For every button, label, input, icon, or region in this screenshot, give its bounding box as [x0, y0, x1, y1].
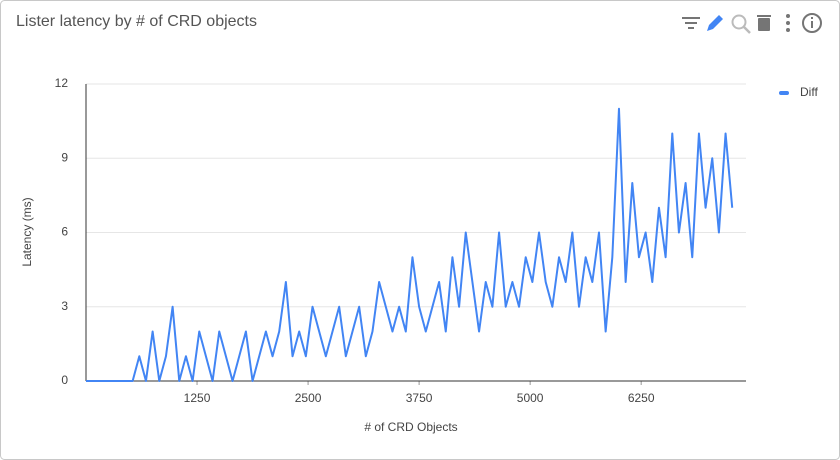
legend-label: Diff	[800, 85, 818, 99]
x-axis-label: # of CRD Objects	[364, 420, 457, 434]
y-tick-label: 6	[61, 225, 68, 239]
x-tick-label: 5000	[517, 391, 544, 405]
y-tick-label: 12	[55, 76, 69, 90]
x-tick-label: 1250	[184, 391, 211, 405]
explore-icon[interactable]	[731, 14, 751, 34]
x-tick-label: 3750	[406, 391, 433, 405]
toolbar[interactable]	[682, 13, 822, 34]
legend-swatch	[779, 91, 789, 95]
y-axis-label: Latency (ms)	[20, 197, 34, 266]
x-tick-label: 2500	[295, 391, 322, 405]
y-tick-label: 9	[61, 150, 68, 164]
x-tick-label: 6250	[628, 391, 655, 405]
info-icon[interactable]	[802, 13, 822, 33]
chart-title: Lister latency by # of CRD objects	[16, 13, 257, 30]
filter-icon[interactable]	[682, 17, 700, 29]
delete-icon[interactable]	[757, 15, 771, 31]
data-line	[86, 107, 734, 382]
y-tick-label: 0	[61, 373, 68, 387]
edit-icon[interactable]	[707, 15, 723, 31]
y-tick-label: 3	[61, 299, 68, 313]
more-icon[interactable]	[786, 14, 790, 32]
